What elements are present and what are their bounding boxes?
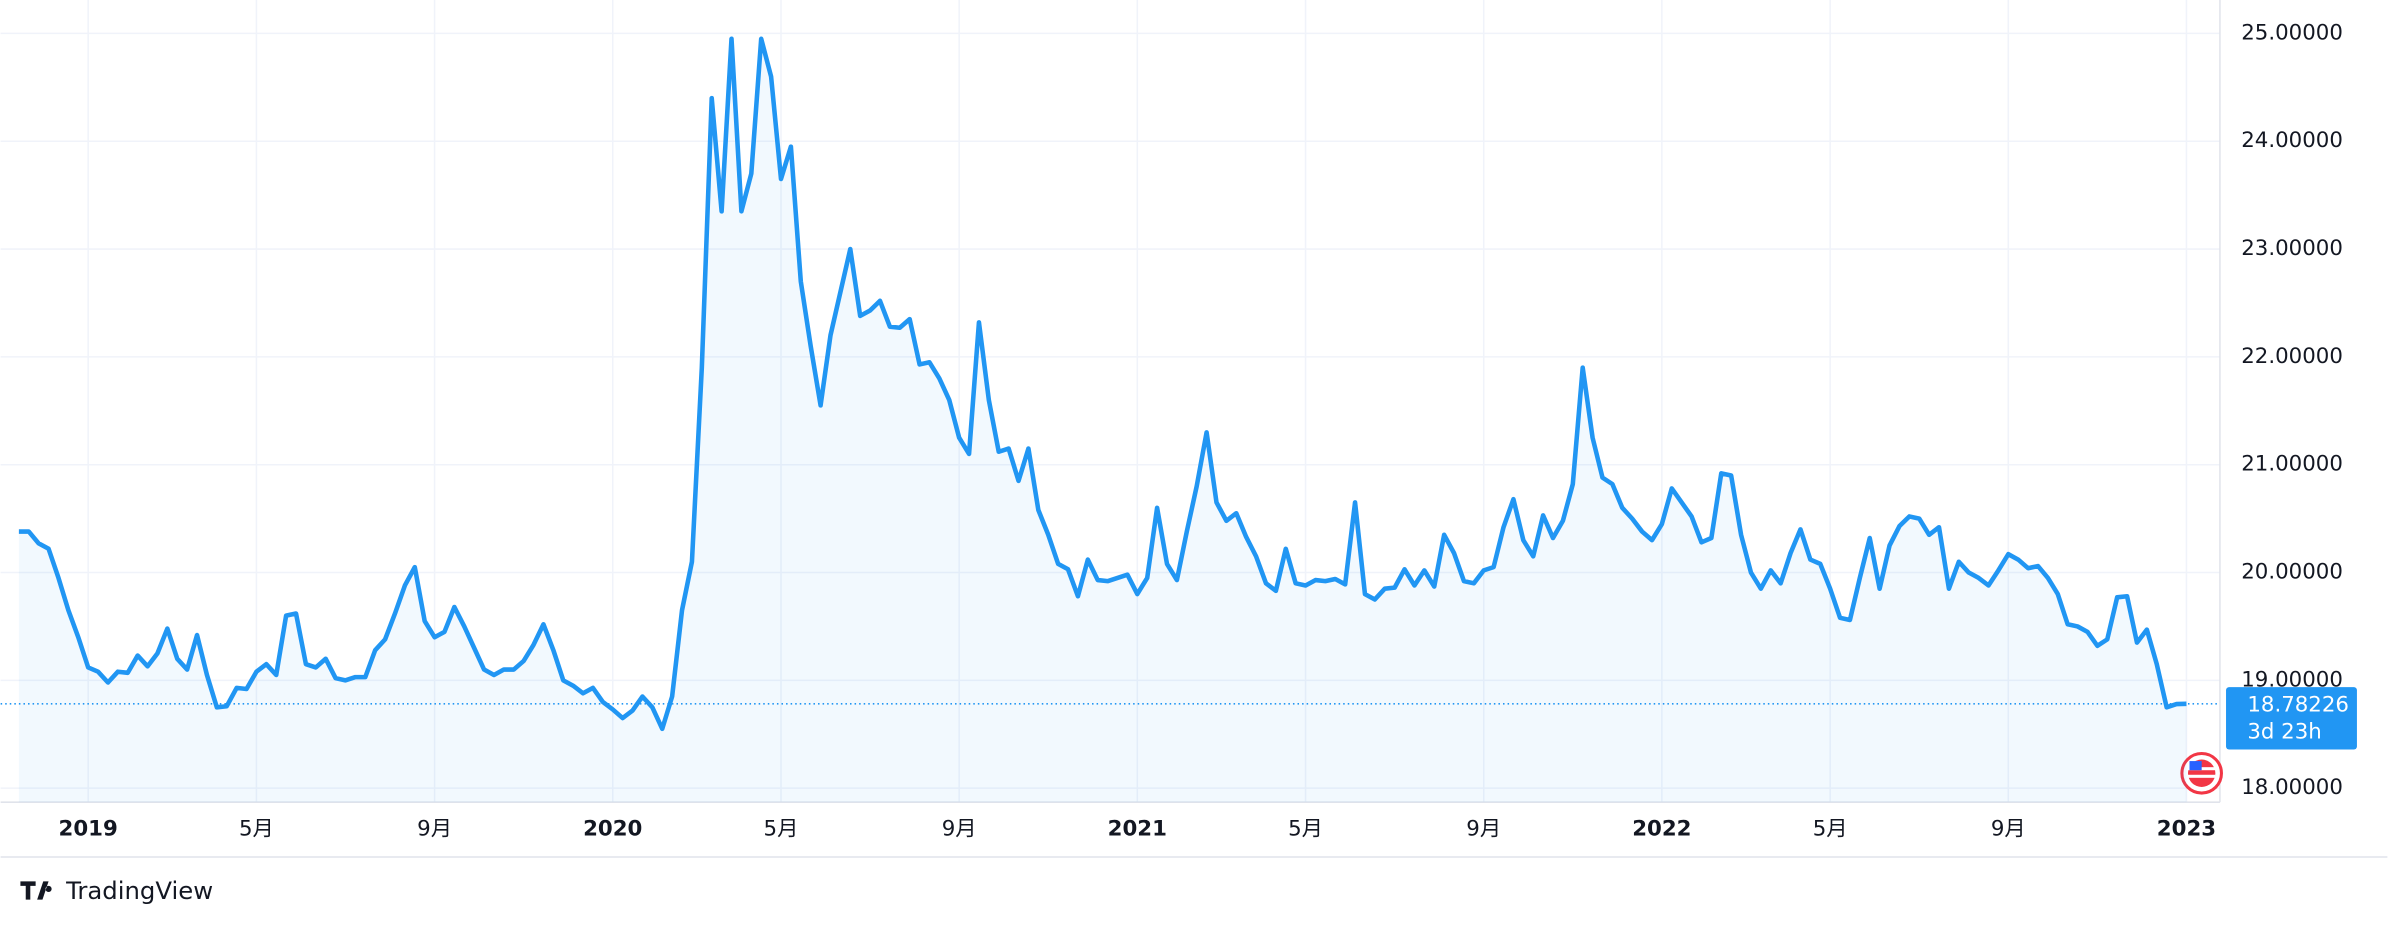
y-tick-label: 23.00000 [2241,236,2343,261]
x-tick-label: 2022 [1632,817,1691,842]
last-price-label: 18.78226 [2247,692,2349,717]
x-tick-label: 2020 [583,817,642,842]
x-tick-label: 9月 [1991,817,2026,842]
x-tick-label: 5月 [1288,817,1323,842]
y-tick-label: 20.00000 [2241,560,2343,585]
x-tick-label: 9月 [417,817,452,842]
y-tick-label: 22.00000 [2241,344,2343,369]
x-tick-label: 2021 [1108,817,1167,842]
area-fill [18,38,2187,803]
x-tick-label: 5月 [239,817,274,842]
x-tick-label: 2019 [59,817,118,842]
y-tick-label: 21.00000 [2241,452,2343,477]
flag-icon [2180,751,2223,795]
x-tick-label: 9月 [1466,817,1501,842]
x-tick-label: 9月 [942,817,977,842]
countdown-label: 3d 23h [2247,720,2321,745]
y-tick-label: 18.00000 [2241,775,2343,800]
x-tick-label: 2023 [2157,817,2216,842]
watermark: TradingView [65,876,213,905]
x-tick-label: 5月 [1813,817,1848,842]
logo [20,881,52,900]
y-tick-label: 24.00000 [2241,128,2343,153]
y-tick-label: 25.00000 [2241,20,2343,45]
last-price-badge [2226,687,2357,750]
price-line [18,36,2187,732]
x-tick-label: 5月 [764,817,799,842]
